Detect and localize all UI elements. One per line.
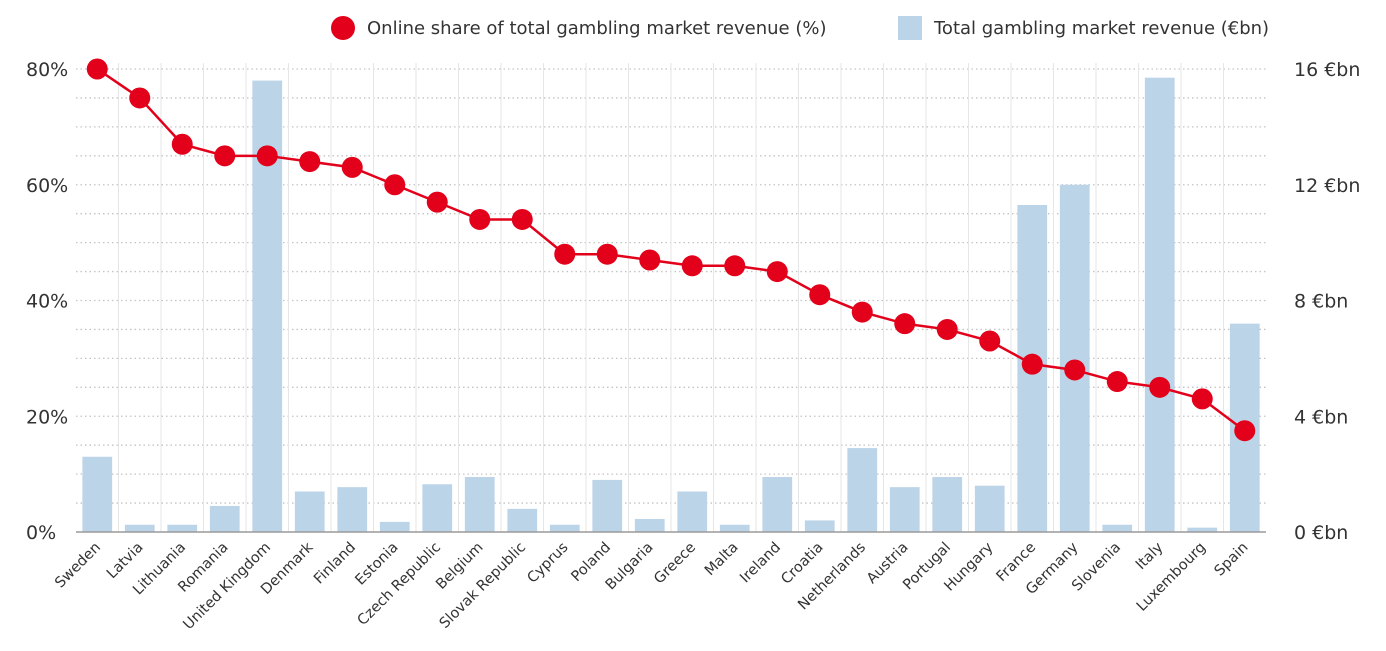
x-tick-label-italy: Italy: [1133, 539, 1167, 573]
point-austria: [894, 313, 916, 335]
bar-austria: [889, 487, 920, 532]
line-series: [86, 58, 1256, 442]
bar-greece: [677, 491, 708, 532]
bar-poland: [592, 479, 623, 532]
legend-bar-marker: [898, 16, 922, 40]
bar-italy: [1144, 77, 1175, 533]
bar-malta: [719, 524, 750, 532]
point-slovak-republic: [511, 208, 533, 230]
point-cyprus: [554, 243, 576, 265]
bar-series: [82, 77, 1260, 533]
bar-ireland: [762, 477, 793, 532]
bar-latvia: [124, 524, 155, 532]
y-right-tick-label: 16 €bn: [1294, 59, 1360, 81]
x-tick-label-spain: Spain: [1212, 540, 1252, 580]
y-right-tick-label: 8 €bn: [1294, 291, 1348, 313]
bar-lithuania: [167, 524, 198, 532]
point-belgium: [469, 208, 491, 230]
y-left-tick-label: 0%: [26, 522, 56, 544]
bar-slovenia: [1102, 524, 1133, 532]
bar-czech-republic: [422, 484, 453, 532]
point-romania: [214, 145, 236, 167]
bar-finland: [337, 487, 368, 532]
point-united-kingdom: [256, 145, 278, 167]
y-left-tick-label: 20%: [26, 406, 68, 428]
bar-luxembourg: [1187, 527, 1218, 532]
point-hungary: [979, 330, 1001, 352]
x-tick-label-cyprus: Cyprus: [524, 540, 571, 587]
point-denmark: [299, 151, 321, 173]
x-tick-label-ireland: Ireland: [737, 540, 784, 587]
x-tick-label-malta: Malta: [702, 540, 742, 580]
legend-item-total-revenue[interactable]: Total gambling market revenue (€bn): [898, 16, 1269, 40]
y-left-tick-label: 60%: [26, 175, 68, 197]
point-sweden: [86, 58, 108, 80]
point-luxembourg: [1191, 388, 1213, 410]
bar-hungary: [974, 485, 1005, 532]
x-tick-label-greece: Greece: [651, 539, 699, 587]
point-greece: [681, 255, 703, 277]
point-poland: [596, 243, 618, 265]
y-right-tick-label: 4 €bn: [1294, 406, 1348, 428]
bar-sweden: [82, 456, 113, 532]
point-malta: [724, 255, 746, 277]
legend-item-online-share[interactable]: Online share of total gambling market re…: [331, 16, 827, 40]
point-germany: [1064, 359, 1086, 381]
legend-label-total-revenue: Total gambling market revenue (€bn): [934, 17, 1270, 39]
y-left-tick-label: 40%: [26, 291, 68, 313]
y-left-tick-label: 80%: [26, 59, 68, 81]
point-bulgaria: [639, 249, 661, 271]
point-spain: [1234, 420, 1256, 442]
point-italy: [1149, 376, 1171, 398]
point-france: [1021, 353, 1043, 375]
point-croatia: [809, 284, 831, 306]
bar-netherlands: [847, 448, 878, 532]
x-tick-label-latvia: Latvia: [104, 540, 147, 583]
point-estonia: [384, 174, 406, 196]
bar-portugal: [932, 477, 963, 532]
legend-label-online-share: Online share of total gambling market re…: [367, 17, 827, 39]
bar-cyprus: [549, 524, 580, 532]
point-slovenia: [1106, 371, 1128, 393]
point-latvia: [129, 87, 151, 109]
series-line: [96, 67, 1246, 432]
point-czech-republic: [426, 191, 448, 213]
point-lithuania: [171, 133, 193, 155]
bar-croatia: [804, 520, 835, 532]
y-right-tick-label: 0 €bn: [1294, 522, 1348, 544]
point-portugal: [936, 318, 958, 340]
bar-romania: [209, 505, 240, 532]
x-tick-label-sweden: Sweden: [52, 540, 104, 592]
point-ireland: [766, 261, 788, 283]
bar-belgium: [464, 477, 495, 532]
point-netherlands: [851, 301, 873, 323]
legend: Online share of total gambling market re…: [0, 16, 1386, 46]
point-finland: [341, 156, 363, 178]
y-right-tick-label: 12 €bn: [1294, 175, 1360, 197]
bar-denmark: [294, 491, 325, 532]
legend-line-marker: [331, 16, 355, 40]
bar-estonia: [379, 521, 410, 532]
x-tick-label-finland: Finland: [311, 540, 359, 588]
bar-bulgaria: [634, 518, 665, 532]
bar-slovak-republic: [507, 508, 538, 532]
bar-germany: [1059, 184, 1090, 532]
